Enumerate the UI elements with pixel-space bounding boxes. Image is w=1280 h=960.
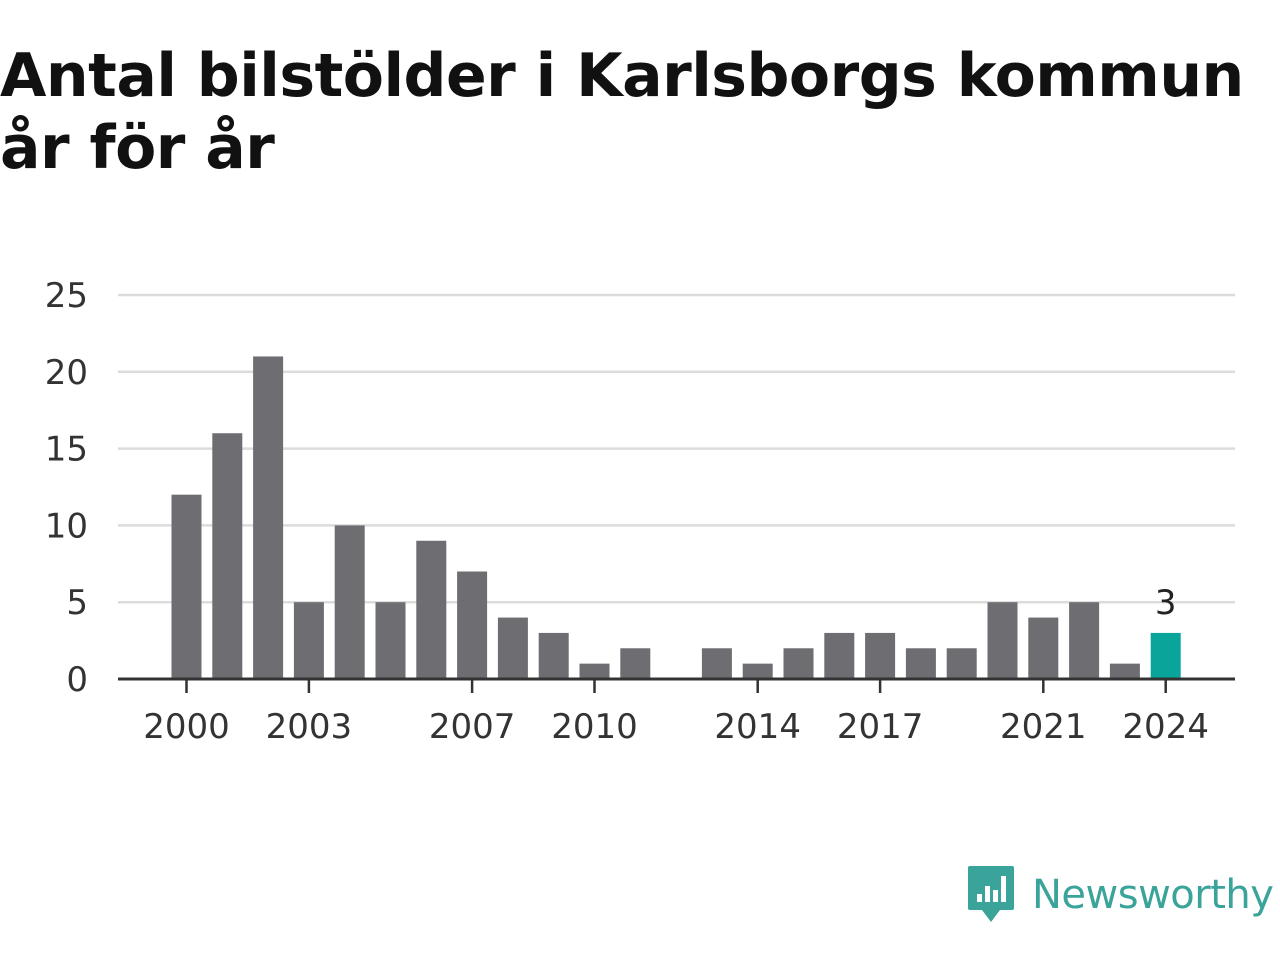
- bar-2000: [171, 494, 202, 679]
- x-tick-label-2003: 2003: [266, 707, 353, 747]
- bar-2011: [620, 648, 651, 679]
- bar-2019: [946, 648, 977, 679]
- y-tick-label-5: 5: [66, 583, 88, 623]
- brand-name: Newsworthy: [1032, 872, 1274, 918]
- bar-2023: [1109, 663, 1140, 679]
- x-tick-label-2021: 2021: [1000, 707, 1087, 747]
- gridlines: [118, 293, 1235, 604]
- bar-2015: [783, 648, 814, 679]
- bar-2003: [293, 602, 324, 679]
- bar-2016: [824, 632, 855, 679]
- bar-2022: [1069, 602, 1100, 679]
- x-tick-label-2000: 2000: [143, 707, 230, 747]
- annotations: 3: [1155, 583, 1177, 623]
- y-tick-label-20: 20: [45, 353, 88, 393]
- y-tick-label-25: 25: [45, 276, 88, 316]
- bar-2009: [538, 632, 569, 679]
- x-tick-label-2024: 2024: [1122, 707, 1209, 747]
- x-tick-label-2010: 2010: [551, 707, 638, 747]
- y-tick-label-15: 15: [45, 430, 88, 470]
- x-axis: [118, 677, 1235, 693]
- data-label-2024: 3: [1155, 583, 1177, 623]
- bar-2013: [701, 648, 732, 679]
- chart-title: Antal bilstölder i Karlsborgs kommun år …: [0, 41, 1244, 183]
- bar-2014: [742, 663, 773, 679]
- y-axis-labels: 0 5 10 15 20 25: [45, 276, 88, 700]
- bar-2021: [1028, 617, 1059, 679]
- bar-2010: [579, 663, 610, 679]
- bar-2006: [416, 540, 447, 679]
- x-axis-labels: 2000 2003 2007 2010 2014 2017 2021 2024: [143, 707, 1209, 747]
- x-tick-label-2017: 2017: [837, 707, 924, 747]
- y-tick-label-0: 0: [66, 660, 88, 700]
- bar-2018: [905, 648, 936, 679]
- bar-2005: [375, 602, 406, 679]
- bar-2001: [212, 433, 243, 679]
- x-tick-label-2014: 2014: [714, 707, 801, 747]
- bar-2020: [987, 602, 1018, 679]
- y-tick-label-10: 10: [45, 506, 88, 546]
- bar-2008: [497, 617, 528, 679]
- newsworthy-logo-icon: [968, 866, 1014, 922]
- bar-2017: [865, 632, 896, 679]
- bar-2024: [1150, 632, 1181, 679]
- bar-2002: [253, 356, 284, 679]
- bar-2007: [457, 571, 488, 679]
- bars: [171, 356, 1181, 679]
- bar-2004: [334, 525, 365, 679]
- brand: Newsworthy: [966, 864, 1274, 926]
- x-tick-label-2007: 2007: [429, 707, 516, 747]
